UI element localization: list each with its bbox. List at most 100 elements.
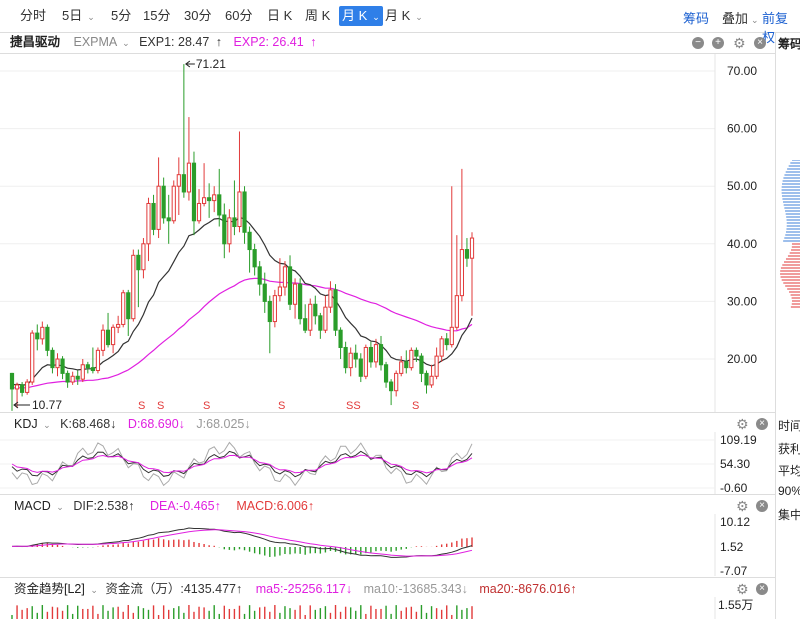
close-icon[interactable]: × xyxy=(756,500,768,512)
divider xyxy=(0,494,776,495)
kdj-k-value: K:68.468↓ xyxy=(60,417,117,431)
tab-5min[interactable]: 5分 xyxy=(108,6,134,26)
candle-body xyxy=(389,381,394,392)
high-low-labels: 71.21 10.77 xyxy=(13,57,226,412)
candle-body xyxy=(30,332,35,383)
divider xyxy=(775,33,776,619)
indicator-selector[interactable]: EXPMA xyxy=(73,35,117,49)
macd-dea-value: DEA:-0.465↑ xyxy=(149,499,221,513)
macd-dif-line xyxy=(11,527,473,558)
chevron-down-icon: ⌄ xyxy=(56,502,64,512)
candle-body xyxy=(394,372,399,392)
kdj-j-line xyxy=(11,441,473,487)
candle-body xyxy=(424,372,429,386)
tab-daily-k[interactable]: 日 K xyxy=(264,6,295,26)
candle-body xyxy=(212,194,217,202)
fund-name[interactable]: 资金趋势[L2] xyxy=(14,582,85,596)
exp2-line-layer xyxy=(12,277,473,389)
close-icon[interactable]: × xyxy=(756,583,768,595)
stock-name: 捷昌驱动 xyxy=(10,35,61,49)
chips-button[interactable]: 筹码 xyxy=(683,11,710,26)
tab-label: 60分 xyxy=(225,8,253,23)
kdj-tick-label: 109.19 xyxy=(720,433,757,447)
candle-body xyxy=(151,202,156,230)
low-arrow xyxy=(13,401,30,409)
macd-tick-label: 1.52 xyxy=(720,540,744,554)
candle-body xyxy=(459,249,464,297)
sell-signal: S xyxy=(278,400,285,412)
macd-dif-value: DIF:2.538↑ xyxy=(73,499,135,513)
tab-weekly-k[interactable]: 周 K xyxy=(302,6,333,26)
exp2-arrow: ↑ xyxy=(310,35,317,49)
exp1-value: EXP1: 28.47 xyxy=(139,35,210,49)
candle-body xyxy=(20,384,25,393)
tab-fenshi[interactable]: 分时 xyxy=(17,6,49,26)
tab-label: 15分 xyxy=(143,8,171,23)
chips-distribution xyxy=(780,160,800,308)
candle-body xyxy=(444,338,449,346)
fund-flow-chart: 1.55万 xyxy=(11,597,753,619)
candle-body xyxy=(35,332,40,340)
candle-body xyxy=(191,162,197,222)
gear-icon[interactable]: ⚙ xyxy=(733,35,746,51)
minimize-icon[interactable]: − xyxy=(692,37,704,49)
candle-body xyxy=(9,372,15,390)
chevron-down-icon: ⌄ xyxy=(122,38,130,48)
high-arrow xyxy=(185,60,195,68)
add-icon[interactable]: + xyxy=(712,37,724,49)
macd-dea-line xyxy=(11,529,473,557)
close-icon[interactable]: × xyxy=(756,418,768,430)
candle-body xyxy=(464,249,470,259)
exp1-line-layer xyxy=(11,216,473,386)
candle-body xyxy=(399,361,404,374)
chips-side-tab[interactable]: 筹码 xyxy=(778,37,800,51)
gear-icon[interactable]: ⚙ xyxy=(736,416,749,432)
chevron-down-icon: ⌄ xyxy=(43,420,51,430)
candle-body xyxy=(338,329,343,348)
kdj-d-line xyxy=(11,454,473,474)
candle-body xyxy=(50,349,55,369)
candle-body xyxy=(75,375,80,380)
macd-hist-value: MACD:6.006↑ xyxy=(236,499,315,513)
kdj-j-value: J:68.025↓ xyxy=(196,417,251,431)
candle-body xyxy=(90,367,95,372)
candle-body xyxy=(110,326,116,346)
candle-body xyxy=(469,237,475,259)
candle-body xyxy=(404,361,409,369)
tab-30min[interactable]: 30分 xyxy=(181,6,214,26)
side-label-time: 时间 xyxy=(778,419,800,433)
price-tick-label: 60.00 xyxy=(727,122,757,136)
candle-body xyxy=(166,217,171,222)
period-tab-bar: 分时 5日 ⌄ 5分 15分 30分 60分 日 K 周 K 月 K ⌄ 月 K ⌄ … xyxy=(0,0,800,45)
candle-body xyxy=(439,338,444,357)
fund-tick-label: 1.55万 xyxy=(718,598,753,612)
macd-tick-label: 10.12 xyxy=(720,515,750,529)
candle-body xyxy=(343,346,348,369)
candle-body xyxy=(287,266,293,305)
candle-body xyxy=(242,191,247,233)
tab-15min[interactable]: 15分 xyxy=(140,6,173,26)
kdj-tick-label: -0.60 xyxy=(720,481,748,494)
candle-body xyxy=(363,346,368,377)
overlay-button[interactable]: 叠加 ⌄ xyxy=(722,8,759,27)
candle-body xyxy=(65,372,70,383)
candle-body xyxy=(277,286,283,297)
kdj-name[interactable]: KDJ xyxy=(14,417,38,431)
gear-icon[interactable]: ⚙ xyxy=(736,581,749,597)
side-label-profit: 获利 xyxy=(778,442,800,456)
macd-name[interactable]: MACD xyxy=(14,499,51,513)
candle-body xyxy=(282,266,288,288)
gear-icon[interactable]: ⚙ xyxy=(736,498,749,514)
adjust-button[interactable]: 前复权 xyxy=(762,11,789,45)
chevron-down-icon: ⌄ xyxy=(415,12,423,22)
candle-body xyxy=(373,344,379,363)
tab-monthly-k-active[interactable]: 月 K ⌄ xyxy=(339,6,383,26)
tab-60min[interactable]: 60分 xyxy=(222,6,255,26)
candle-body xyxy=(116,323,121,328)
candle-body xyxy=(292,283,298,305)
tab-monthly-k-dropdown[interactable]: 月 K ⌄ xyxy=(382,6,426,26)
candle-body xyxy=(156,185,161,230)
tab-5day[interactable]: 5日 ⌄ xyxy=(59,6,98,26)
close-icon[interactable]: × xyxy=(754,37,766,49)
